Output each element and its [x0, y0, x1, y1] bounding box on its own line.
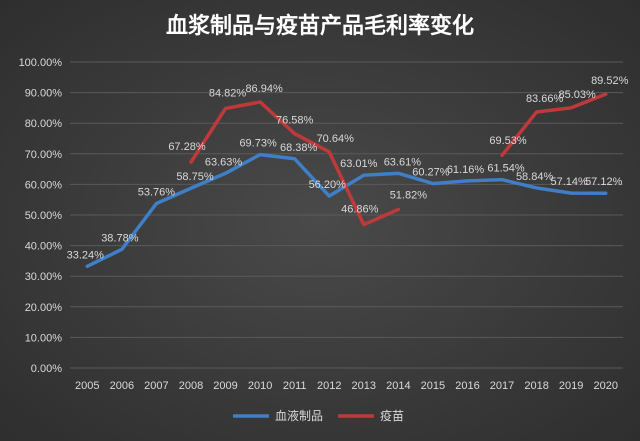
y-tick-label: 80.00%: [25, 118, 63, 130]
x-tick-label: 2020: [593, 380, 617, 392]
series-line-vaccine: [189, 100, 401, 227]
y-tick-label: 20.00%: [25, 302, 63, 314]
data-label: 56.20%: [309, 179, 347, 191]
x-tick-label: 2014: [386, 380, 410, 392]
data-label: 57.14%: [551, 176, 589, 188]
x-tick-label: 2015: [421, 380, 445, 392]
x-tick-label: 2007: [144, 380, 168, 392]
x-tick-label: 2016: [455, 380, 479, 392]
series-line-vaccine: [500, 92, 608, 157]
data-label: 68.38%: [280, 142, 318, 154]
data-label: 61.54%: [487, 163, 525, 175]
data-label: 51.82%: [390, 189, 428, 201]
data-labels: 33.24% 38.78% 53.76%58.75% 63.63% 69.73% 68.3…: [67, 75, 629, 261]
legend: 血液制品 疫苗: [233, 408, 404, 423]
x-tick-label: 2013: [352, 380, 376, 392]
x-tick-label: 2012: [317, 380, 341, 392]
data-label: 83.66%: [526, 93, 564, 105]
y-tick-label: 90.00%: [25, 88, 63, 100]
x-tick-label: 2011: [283, 380, 307, 392]
x-tick-label: 2019: [559, 380, 583, 392]
y-tick-label: 30.00%: [25, 271, 63, 283]
y-tick-label: 60.00%: [25, 179, 63, 191]
x-tick-label: 2006: [110, 380, 134, 392]
data-label: 70.64%: [317, 133, 355, 145]
y-tick-label: 70.00%: [25, 149, 63, 161]
data-label: 38.78%: [101, 232, 139, 244]
x-tick-label: 2009: [213, 380, 237, 392]
data-label: 58.84%: [516, 171, 554, 183]
data-label: 76.58%: [276, 115, 314, 127]
data-label: 86.94%: [245, 83, 283, 95]
x-tick-label: 2010: [248, 380, 272, 392]
x-tick-label: 2018: [524, 380, 548, 392]
data-label: 85.03%: [559, 89, 597, 101]
data-label: 69.73%: [239, 138, 277, 150]
data-label: 63.63%: [205, 156, 243, 168]
legend-label: 血液制品: [275, 408, 323, 423]
data-label: 84.82%: [209, 87, 247, 99]
series-lines: [85, 92, 608, 269]
chart-title: 血浆制品与疫苗产品毛利率变化: [166, 13, 474, 39]
gridlines: [70, 61, 623, 369]
y-tick-label: 100.00%: [19, 57, 63, 69]
data-label: 61.16%: [447, 164, 485, 176]
x-tick-label: 2008: [179, 380, 203, 392]
y-tick-label: 50.00%: [25, 210, 63, 222]
data-label: 60.27%: [412, 167, 450, 179]
legend-label: 疫苗: [380, 408, 404, 423]
x-tick-label: 2017: [490, 380, 514, 392]
x-tick-label: 2005: [75, 380, 99, 392]
y-axis-tick-labels: 0.00% 10.00% 20.00% 30.00% 40.00% 50.00% 60.00…: [19, 57, 63, 375]
data-label: 33.24%: [67, 249, 105, 261]
data-label: 58.75%: [176, 171, 214, 183]
data-label: 67.28%: [168, 141, 206, 153]
data-label: 63.01%: [340, 158, 378, 170]
data-label: 53.76%: [138, 186, 176, 198]
data-label: 46.86%: [341, 204, 379, 216]
y-tick-label: 40.00%: [25, 241, 63, 253]
data-label: 63.61%: [384, 156, 422, 168]
y-tick-label: 10.00%: [25, 332, 63, 344]
y-tick-label: 0.00%: [31, 363, 62, 375]
data-label: 89.52%: [591, 75, 629, 87]
x-axis-tick-labels: 2005 2006 2007 2008 2009 2010 2011 2012 2013 2014…: [75, 380, 618, 392]
data-label: 57.12%: [585, 176, 623, 188]
data-label: 69.53%: [489, 135, 527, 147]
